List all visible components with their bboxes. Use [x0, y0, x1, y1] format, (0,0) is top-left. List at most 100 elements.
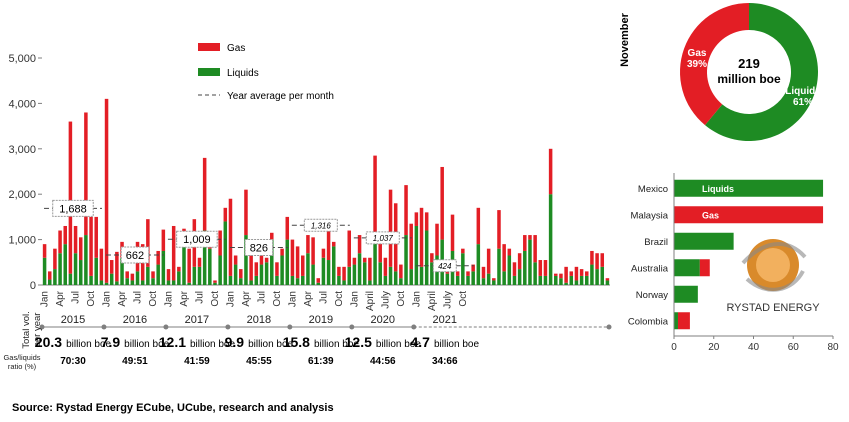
- bar-liquids: [337, 275, 341, 285]
- bar-gas: [590, 250, 594, 265]
- month-label: July: [442, 291, 453, 309]
- bar-gas: [554, 273, 558, 276]
- bar-gas: [455, 271, 460, 276]
- bar-gas: [213, 280, 217, 283]
- bar-gas: [146, 219, 150, 267]
- bar-gas: [342, 266, 346, 281]
- bar-gas: [89, 216, 93, 276]
- bar-liquids: [533, 262, 537, 285]
- year-average-box: [303, 218, 338, 232]
- month-label: Apr: [117, 290, 128, 306]
- bar-gas: [533, 235, 537, 263]
- bar-gas: [600, 253, 605, 267]
- bar-liquids: [171, 280, 176, 285]
- year-label: 2021: [433, 314, 457, 326]
- year-label: 2016: [123, 314, 147, 326]
- month-label: Oct: [458, 291, 469, 307]
- bar-liquids: [564, 282, 568, 285]
- year-total-number: 9.9: [225, 334, 245, 350]
- year-total-volume: 15.8 billion boe: [283, 334, 360, 350]
- bar-liquids: [316, 282, 321, 285]
- bar-liquids: [368, 280, 372, 285]
- bar-gas: [115, 251, 119, 282]
- country-bar-liquids: [674, 312, 678, 330]
- bar-gas: [357, 235, 362, 254]
- bar-gas: [233, 255, 238, 265]
- month-label: Jan: [164, 291, 175, 307]
- month-label: Oct: [148, 291, 159, 307]
- month-label: Oct: [334, 291, 345, 307]
- total-volume-row-label-line: per year: [32, 313, 43, 348]
- bar-liquids: [362, 262, 367, 285]
- bar-liquids: [94, 257, 98, 285]
- bar-gas: [461, 248, 465, 254]
- bar-gas: [301, 255, 305, 276]
- timeline-dot: [101, 324, 107, 330]
- bar-liquids: [486, 273, 491, 285]
- y-tick-label: 0: [30, 280, 36, 292]
- year-total-unit: billion boe: [248, 339, 293, 350]
- month-label: Jan: [349, 291, 360, 307]
- bar-gas: [239, 269, 243, 279]
- bar-gas: [109, 260, 114, 274]
- bar-gas: [166, 269, 171, 281]
- donut-slice-liquids: [705, 3, 818, 141]
- month-label: Oct: [272, 291, 283, 307]
- bar-gas: [47, 271, 52, 280]
- bar-gas: [187, 248, 191, 283]
- bar-liquids: [528, 239, 532, 285]
- bar-gas: [538, 260, 543, 276]
- bar-liquids: [295, 278, 300, 285]
- bar-gas: [177, 266, 181, 272]
- bar-liquids: [585, 275, 589, 285]
- bar-liquids: [311, 264, 315, 285]
- month-label: Jul: [71, 291, 82, 304]
- bar-gas: [528, 235, 532, 240]
- bar-liquids: [285, 239, 290, 285]
- bar-liquids: [430, 262, 434, 285]
- bar-liquids: [419, 266, 424, 285]
- legend-swatch-gas: [198, 43, 220, 51]
- bar-gas: [290, 239, 295, 276]
- ratio-row-label-line: Gas/liquids: [3, 353, 40, 362]
- month-label: Oct: [210, 291, 221, 307]
- donut-center-value: 219: [738, 56, 760, 71]
- bar-liquids: [445, 273, 450, 285]
- month-label: Apr: [179, 290, 190, 306]
- bar-liquids: [68, 273, 73, 285]
- month-label: Jan: [225, 291, 236, 307]
- bar-liquids: [466, 275, 470, 285]
- year-average-label: 1,316: [311, 221, 332, 230]
- bar-gas: [435, 223, 439, 256]
- month-label: Jan: [411, 291, 422, 307]
- bar-liquids: [104, 282, 109, 285]
- bar-gas: [270, 232, 274, 240]
- bar-liquids: [187, 282, 191, 285]
- donut-label-gas-name: Gas: [688, 48, 707, 59]
- bar-gas: [471, 264, 475, 272]
- month-label: Apr: [303, 290, 314, 306]
- bar-gas: [409, 223, 413, 270]
- bar-gas: [94, 216, 98, 258]
- timeline-dot: [349, 324, 355, 330]
- country-bar-gas: [674, 206, 824, 224]
- timeline-dot: [287, 324, 293, 330]
- bar-liquids: [223, 221, 228, 285]
- bar-gas: [476, 207, 481, 245]
- bar-liquids: [595, 269, 599, 285]
- bar-liquids: [254, 275, 259, 285]
- bar-gas: [259, 248, 264, 265]
- bar-liquids: [347, 266, 351, 285]
- total-volume-row-label: Total vol.per year: [21, 311, 43, 349]
- rystad-logo-swirl-icon: [741, 242, 807, 265]
- bar-liquids: [233, 264, 238, 285]
- monthly-discoveries-chart: 0 1,000 2,000 3,000 4,000 5,000 1,688 662 1,009 8…: [3, 43, 612, 371]
- bar-liquids: [213, 282, 217, 285]
- bar-liquids: [115, 281, 119, 285]
- bar-gas: [574, 266, 579, 281]
- year-average-label: 1,037: [373, 234, 394, 243]
- year-total-volume: 12.5 billion boe: [345, 334, 422, 350]
- bar-liquids: [492, 280, 496, 285]
- bar-liquids: [270, 239, 274, 285]
- bar-liquids: [424, 230, 429, 285]
